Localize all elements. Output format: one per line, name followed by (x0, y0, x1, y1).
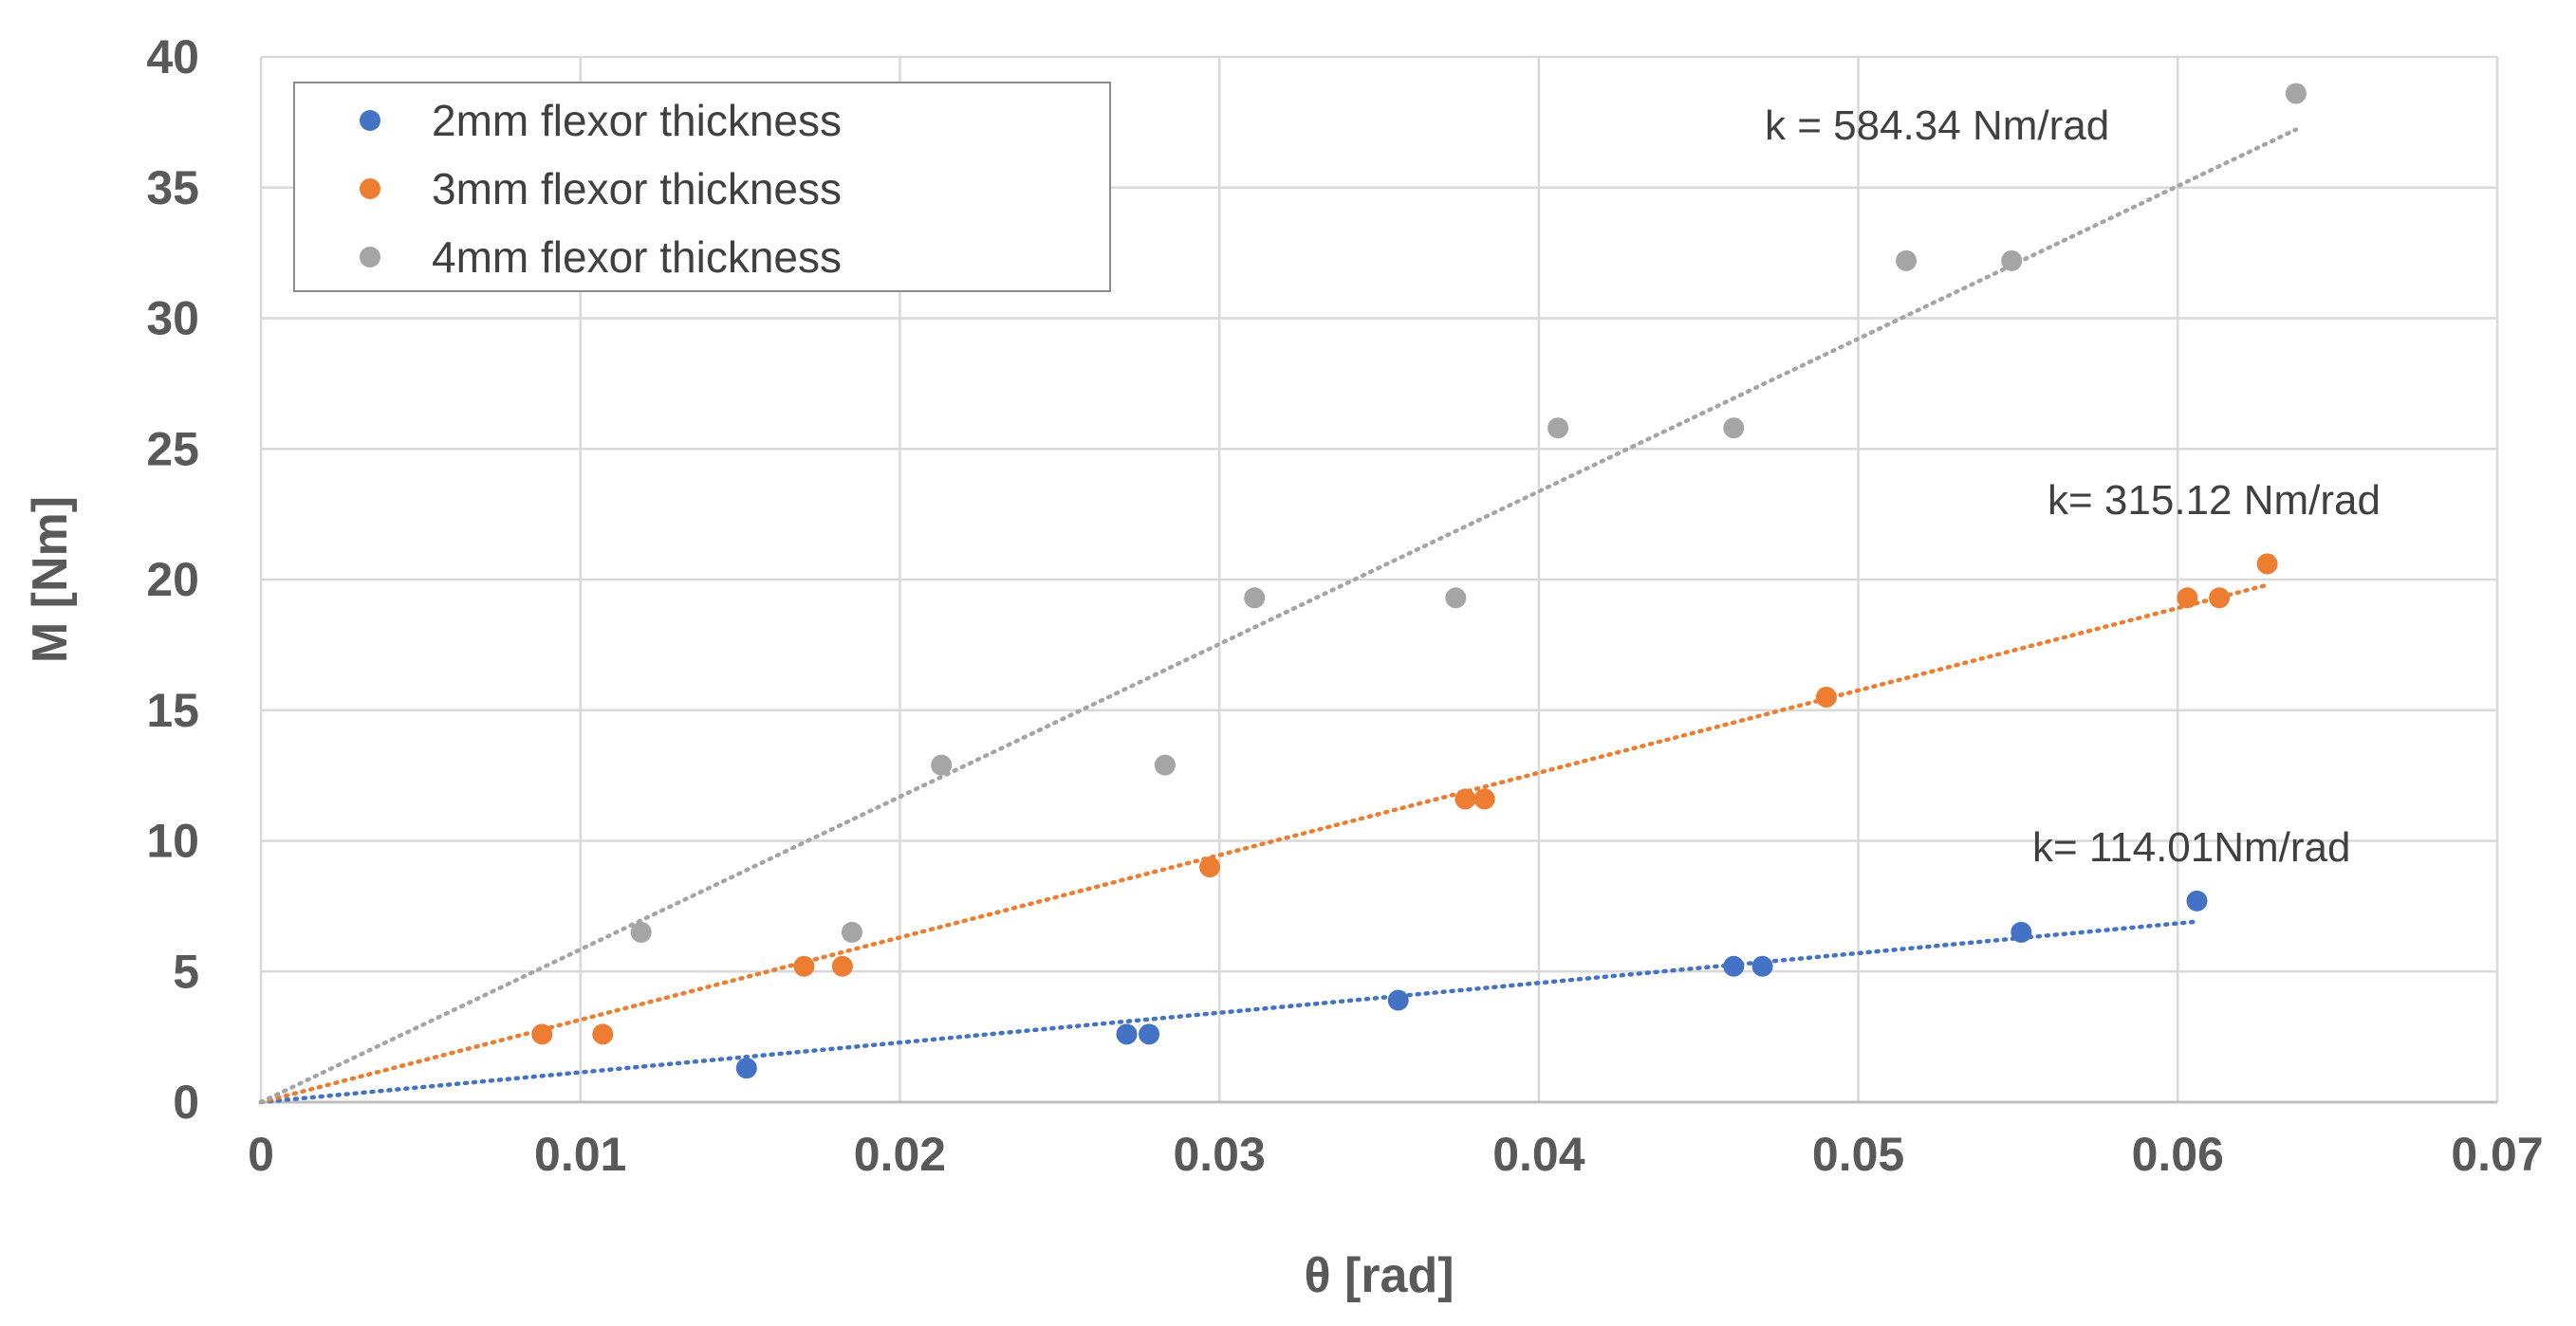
gridlines (259, 55, 2499, 1102)
data-point-series-0 (1116, 1023, 1138, 1045)
data-point-series-0 (1387, 989, 1409, 1011)
legend-marker-4mm (360, 247, 380, 267)
data-point-series-1 (1473, 788, 1495, 810)
legend-label-4mm: 4mm flexor thickness (432, 232, 842, 282)
data-point-series-0 (1723, 955, 1745, 977)
trendlines (258, 127, 2299, 1105)
data-point-series-2 (630, 921, 652, 943)
trendline-annotations: k= 114.01Nm/rad k= 315.12 Nm/rad k = 584… (1765, 102, 2381, 871)
y-tick-label: 0 (173, 1076, 199, 1129)
annotation-3mm: k= 315.12 Nm/rad (2048, 477, 2381, 524)
legend-marker-2mm (360, 110, 380, 131)
data-point-series-0 (735, 1058, 757, 1079)
data-point-series-1 (592, 1023, 614, 1045)
data-point-series-1 (2177, 587, 2198, 609)
legend-label-3mm: 3mm flexor thickness (432, 164, 842, 213)
x-tick-label: 0.06 (2132, 1128, 2224, 1181)
data-point-series-2 (2001, 249, 2023, 271)
y-tick-label: 20 (146, 553, 199, 606)
legend: 2mm flexor thickness 3mm flexor thicknes… (293, 82, 1111, 292)
data-point-series-0 (1751, 955, 1773, 977)
data-point-series-1 (2209, 587, 2231, 609)
data-point-series-2 (931, 754, 953, 776)
trendline-series-0 (258, 919, 2199, 1105)
x-tick-label: 0.01 (534, 1128, 626, 1181)
x-tick-label: 0.03 (1173, 1128, 1265, 1181)
y-tick-label: 15 (146, 684, 199, 737)
y-tick-label: 25 (146, 422, 199, 475)
data-point-series-1 (2256, 553, 2278, 575)
data-point-series-0 (2186, 890, 2208, 912)
legend-label-2mm: 2mm flexor thickness (432, 96, 842, 145)
x-axis-title: θ [rad] (1304, 1248, 1454, 1303)
y-tick-label: 5 (173, 945, 199, 998)
legend-marker-3mm (360, 178, 380, 199)
data-point-series-2 (1445, 587, 1467, 609)
y-axis-title: M [Nm] (23, 496, 78, 663)
data-point-series-1 (1199, 856, 1221, 878)
x-tick-label: 0.07 (2451, 1128, 2543, 1181)
data-points (531, 83, 2307, 1079)
y-tick-label: 35 (146, 161, 199, 214)
data-point-series-1 (1815, 686, 1837, 708)
x-tick-labels: 0 0.01 0.02 0.03 0.04 0.05 0.06 0.07 (248, 1128, 2544, 1181)
data-point-series-2 (841, 921, 862, 943)
x-tick-label: 0.02 (854, 1128, 946, 1181)
data-point-series-2 (1723, 417, 1745, 439)
data-point-series-2 (1896, 249, 1918, 271)
data-point-series-2 (2285, 83, 2307, 104)
trendline-series-2 (258, 127, 2299, 1105)
annotation-2mm: k= 114.01Nm/rad (2032, 824, 2350, 871)
data-point-series-1 (831, 955, 853, 977)
x-tick-label: 0.05 (1812, 1128, 1904, 1181)
y-tick-label: 30 (146, 292, 199, 345)
data-point-series-1 (1455, 788, 1476, 810)
y-tick-labels: 0 5 10 15 20 25 30 35 40 (146, 30, 199, 1129)
data-point-series-1 (793, 955, 815, 977)
data-point-series-0 (2011, 921, 2032, 943)
data-point-series-2 (1244, 587, 1266, 609)
y-tick-label: 40 (146, 30, 199, 83)
trendline-series-1 (258, 582, 2270, 1105)
data-point-series-1 (531, 1023, 553, 1045)
x-tick-label: 0.04 (1492, 1128, 1585, 1181)
annotation-4mm: k = 584.34 Nm/rad (1765, 102, 2109, 149)
y-tick-label: 10 (146, 815, 199, 868)
data-point-series-2 (1547, 417, 1569, 439)
legend-box (293, 82, 1111, 292)
x-tick-label: 0 (248, 1128, 274, 1181)
data-point-series-0 (1139, 1023, 1160, 1045)
data-point-series-2 (1154, 754, 1176, 776)
